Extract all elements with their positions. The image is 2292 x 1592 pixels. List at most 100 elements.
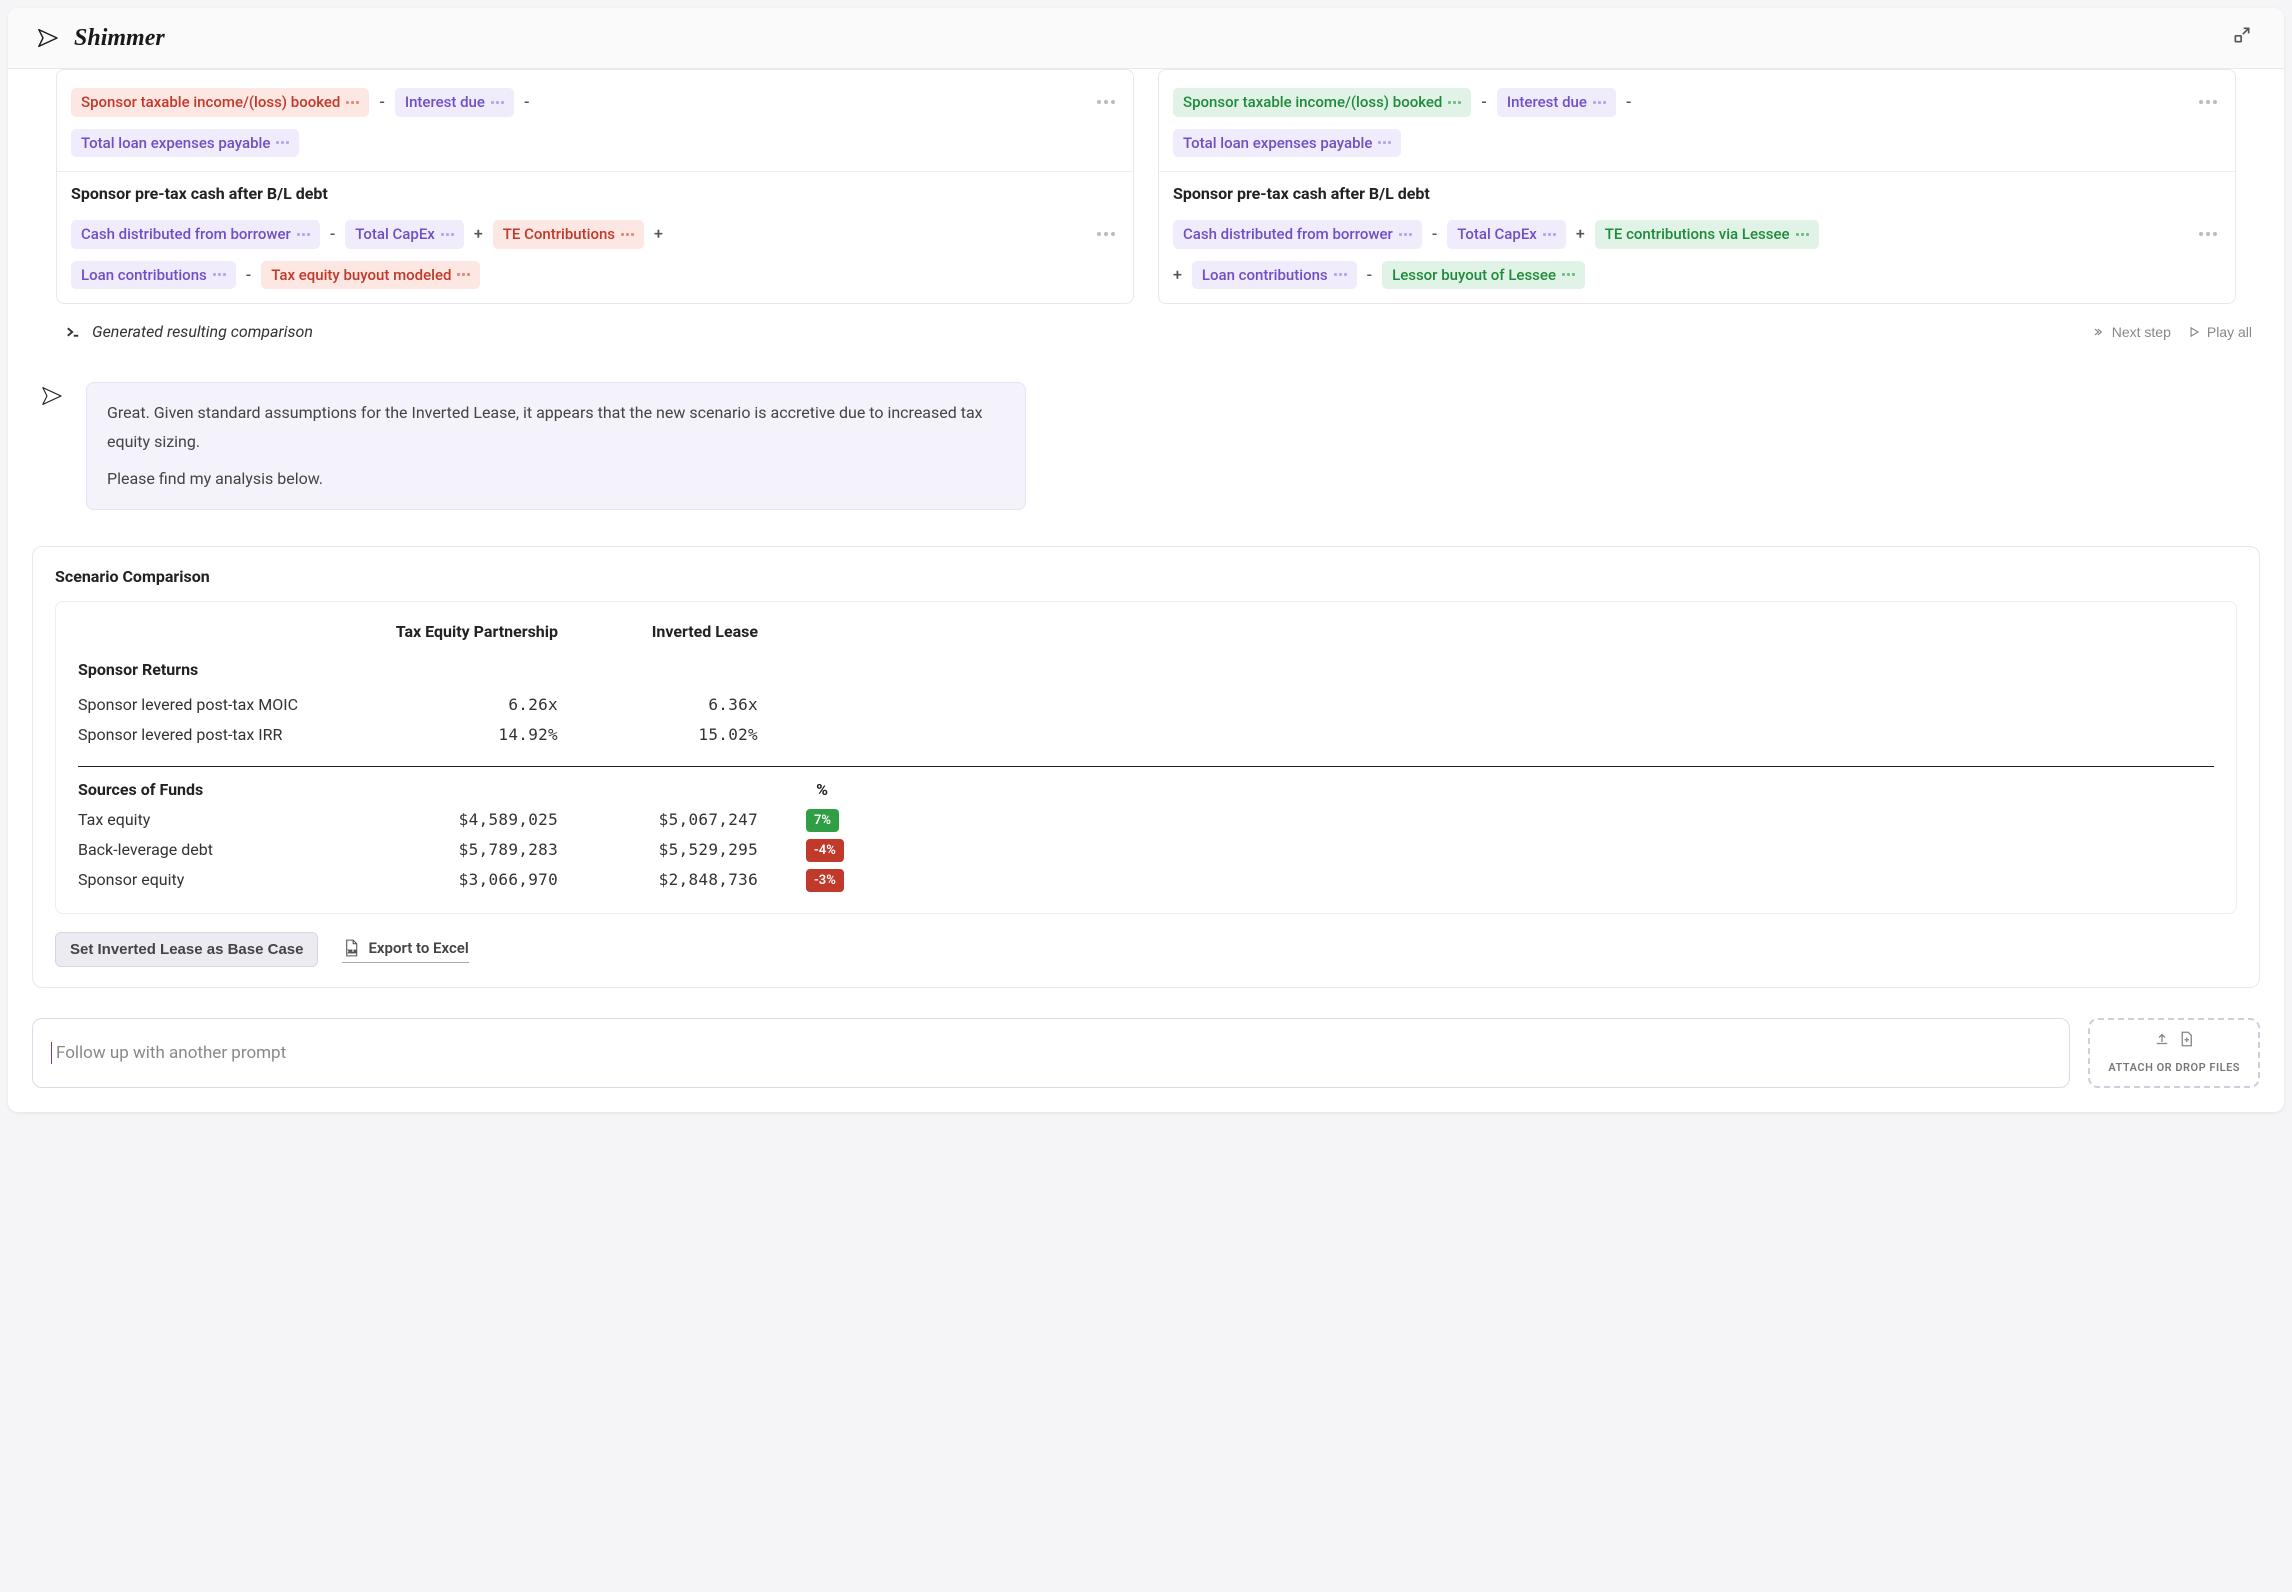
cell-value: 6.36x bbox=[558, 693, 758, 717]
prompt-input[interactable]: Follow up with another prompt bbox=[32, 1018, 2070, 1088]
chip-label: Cash distributed from borrower bbox=[1183, 223, 1393, 246]
comparison-table: Tax Equity Partnership Inverted Lease Sp… bbox=[55, 601, 2237, 914]
more-icon[interactable] bbox=[1093, 228, 1119, 240]
cell-value: $5,067,247 bbox=[558, 808, 758, 832]
cell-value: $3,066,970 bbox=[358, 868, 558, 892]
chip[interactable]: Total CapEx bbox=[345, 220, 464, 249]
formula-card-right: Sponsor taxable income/(loss) booked - I… bbox=[1158, 69, 2236, 304]
more-icon[interactable] bbox=[2195, 228, 2221, 240]
table-row: Sponsor equity$3,066,970$2,848,736-3% bbox=[78, 865, 2214, 895]
more-icon[interactable] bbox=[2195, 96, 2221, 108]
table-row: Tax equity$4,589,025$5,067,247 7% bbox=[78, 805, 2214, 835]
section-title: Sponsor pre-tax cash after B/L debt bbox=[71, 182, 1119, 206]
cell-value: $5,529,295 bbox=[558, 838, 758, 862]
section-header: Sponsor Returns bbox=[78, 658, 2214, 682]
chip-label: TE Contributions bbox=[503, 223, 615, 246]
next-step-button[interactable]: Next step bbox=[2092, 324, 2171, 340]
more-icon[interactable] bbox=[1093, 96, 1119, 108]
section-header: Sources of Funds bbox=[78, 778, 358, 802]
chip[interactable]: Loan contributions bbox=[71, 261, 236, 290]
cell-value: 15.02% bbox=[558, 723, 758, 747]
row-label: Sponsor levered post-tax IRR bbox=[78, 723, 358, 747]
chip-label: Cash distributed from borrower bbox=[81, 223, 291, 246]
attach-label: ATTACH OR DROP FILES bbox=[2108, 1060, 2240, 1077]
operator: - bbox=[1432, 222, 1437, 246]
formula-cards: Sponsor taxable income/(loss) booked - I… bbox=[32, 69, 2260, 304]
row-label: Sponsor levered post-tax MOIC bbox=[78, 693, 358, 717]
chip[interactable]: Interest due bbox=[395, 88, 514, 117]
chip-label: Sponsor taxable income/(loss) booked bbox=[1183, 91, 1442, 114]
chip-label: TE contributions via Lessee bbox=[1605, 223, 1790, 246]
table-row: Sponsor levered post-tax MOIC6.26x6.36x bbox=[78, 690, 2214, 720]
cell-value: 6.26x bbox=[358, 693, 558, 717]
chip-label: Interest due bbox=[1507, 91, 1587, 114]
chip-label: Total CapEx bbox=[1457, 223, 1537, 246]
upload-icon bbox=[2153, 1030, 2171, 1054]
chip[interactable]: Total loan expenses payable bbox=[71, 129, 299, 158]
chip[interactable]: Total CapEx bbox=[1447, 220, 1566, 249]
operator: - bbox=[246, 263, 251, 287]
expand-icon[interactable] bbox=[2228, 21, 2256, 56]
operator: + bbox=[474, 222, 483, 246]
pct-badge: -3% bbox=[806, 869, 844, 893]
comparison-title: Scenario Comparison bbox=[55, 565, 2237, 589]
file-add-icon bbox=[2177, 1030, 2195, 1054]
operator: - bbox=[1626, 90, 1631, 114]
chip-label: Tax equity buyout modeled bbox=[271, 264, 451, 287]
chip[interactable]: Interest due bbox=[1497, 88, 1616, 117]
export-excel-button[interactable]: XLS Export to Excel bbox=[342, 937, 468, 963]
pct-cell: -3% bbox=[758, 869, 838, 893]
set-base-case-button[interactable]: Set Inverted Lease as Base Case bbox=[55, 932, 318, 967]
chip-label: Loan contributions bbox=[81, 264, 207, 287]
prompt-placeholder: Follow up with another prompt bbox=[56, 1041, 286, 1067]
pct-cell: -4% bbox=[758, 839, 838, 863]
chip[interactable]: Total loan expenses payable bbox=[1173, 129, 1401, 158]
comparison-panel: Scenario Comparison Tax Equity Partnersh… bbox=[32, 546, 2260, 988]
chip-label: Lessor buyout of Lessee bbox=[1392, 264, 1556, 287]
chip[interactable]: Sponsor taxable income/(loss) booked bbox=[71, 88, 369, 117]
pct-badge: 7% bbox=[806, 809, 839, 833]
brand: Shimmer bbox=[36, 20, 165, 56]
pct-badge: -4% bbox=[806, 839, 844, 863]
cell-value: $5,789,283 bbox=[358, 838, 558, 862]
brand-name: Shimmer bbox=[74, 20, 165, 56]
attach-dropzone[interactable]: ATTACH OR DROP FILES bbox=[2088, 1018, 2260, 1088]
terminal-icon bbox=[64, 323, 82, 341]
chip[interactable]: Tax equity buyout modeled bbox=[261, 261, 480, 290]
chip-label: Total CapEx bbox=[355, 223, 435, 246]
chip-label: Interest due bbox=[405, 91, 485, 114]
chip[interactable]: Sponsor taxable income/(loss) booked bbox=[1173, 88, 1471, 117]
operator: - bbox=[524, 90, 529, 114]
expression-row: Generated resulting comparison Next step… bbox=[32, 316, 2260, 356]
app-header: Shimmer bbox=[8, 8, 2284, 69]
chip[interactable]: TE Contributions bbox=[493, 220, 644, 249]
cell-value: $4,589,025 bbox=[358, 808, 558, 832]
assistant-text: Great. Given standard assumptions for th… bbox=[107, 399, 1005, 457]
play-all-button[interactable]: Play all bbox=[2187, 324, 2252, 340]
chip[interactable]: TE contributions via Lessee bbox=[1595, 220, 1819, 249]
chip[interactable]: Cash distributed from borrower bbox=[1173, 220, 1422, 249]
chip[interactable]: Lessor buyout of Lessee bbox=[1382, 261, 1585, 290]
column-header: Inverted Lease bbox=[558, 620, 758, 644]
chip[interactable]: Loan contributions bbox=[1192, 261, 1357, 290]
expression-label: Generated resulting comparison bbox=[92, 320, 313, 344]
operator: + bbox=[1576, 222, 1585, 246]
assistant-icon bbox=[40, 382, 68, 510]
assistant-text: Please find my analysis below. bbox=[107, 465, 1005, 494]
operator: + bbox=[1173, 263, 1182, 287]
row-label: Back-leverage debt bbox=[78, 838, 358, 862]
divider bbox=[78, 766, 2214, 767]
cell-value: $2,848,736 bbox=[558, 868, 758, 892]
cursor bbox=[51, 1042, 52, 1064]
row-label: Sponsor equity bbox=[78, 868, 358, 892]
chip-label: Total loan expenses payable bbox=[1183, 132, 1372, 155]
button-label: Play all bbox=[2207, 324, 2252, 340]
operator: - bbox=[330, 222, 335, 246]
chip[interactable]: Cash distributed from borrower bbox=[71, 220, 320, 249]
row-label: Tax equity bbox=[78, 808, 358, 832]
svg-text:XLS: XLS bbox=[349, 949, 357, 954]
operator: - bbox=[379, 90, 384, 114]
pct-header: % bbox=[806, 778, 838, 802]
operator: - bbox=[1481, 90, 1486, 114]
cell-value: 14.92% bbox=[358, 723, 558, 747]
